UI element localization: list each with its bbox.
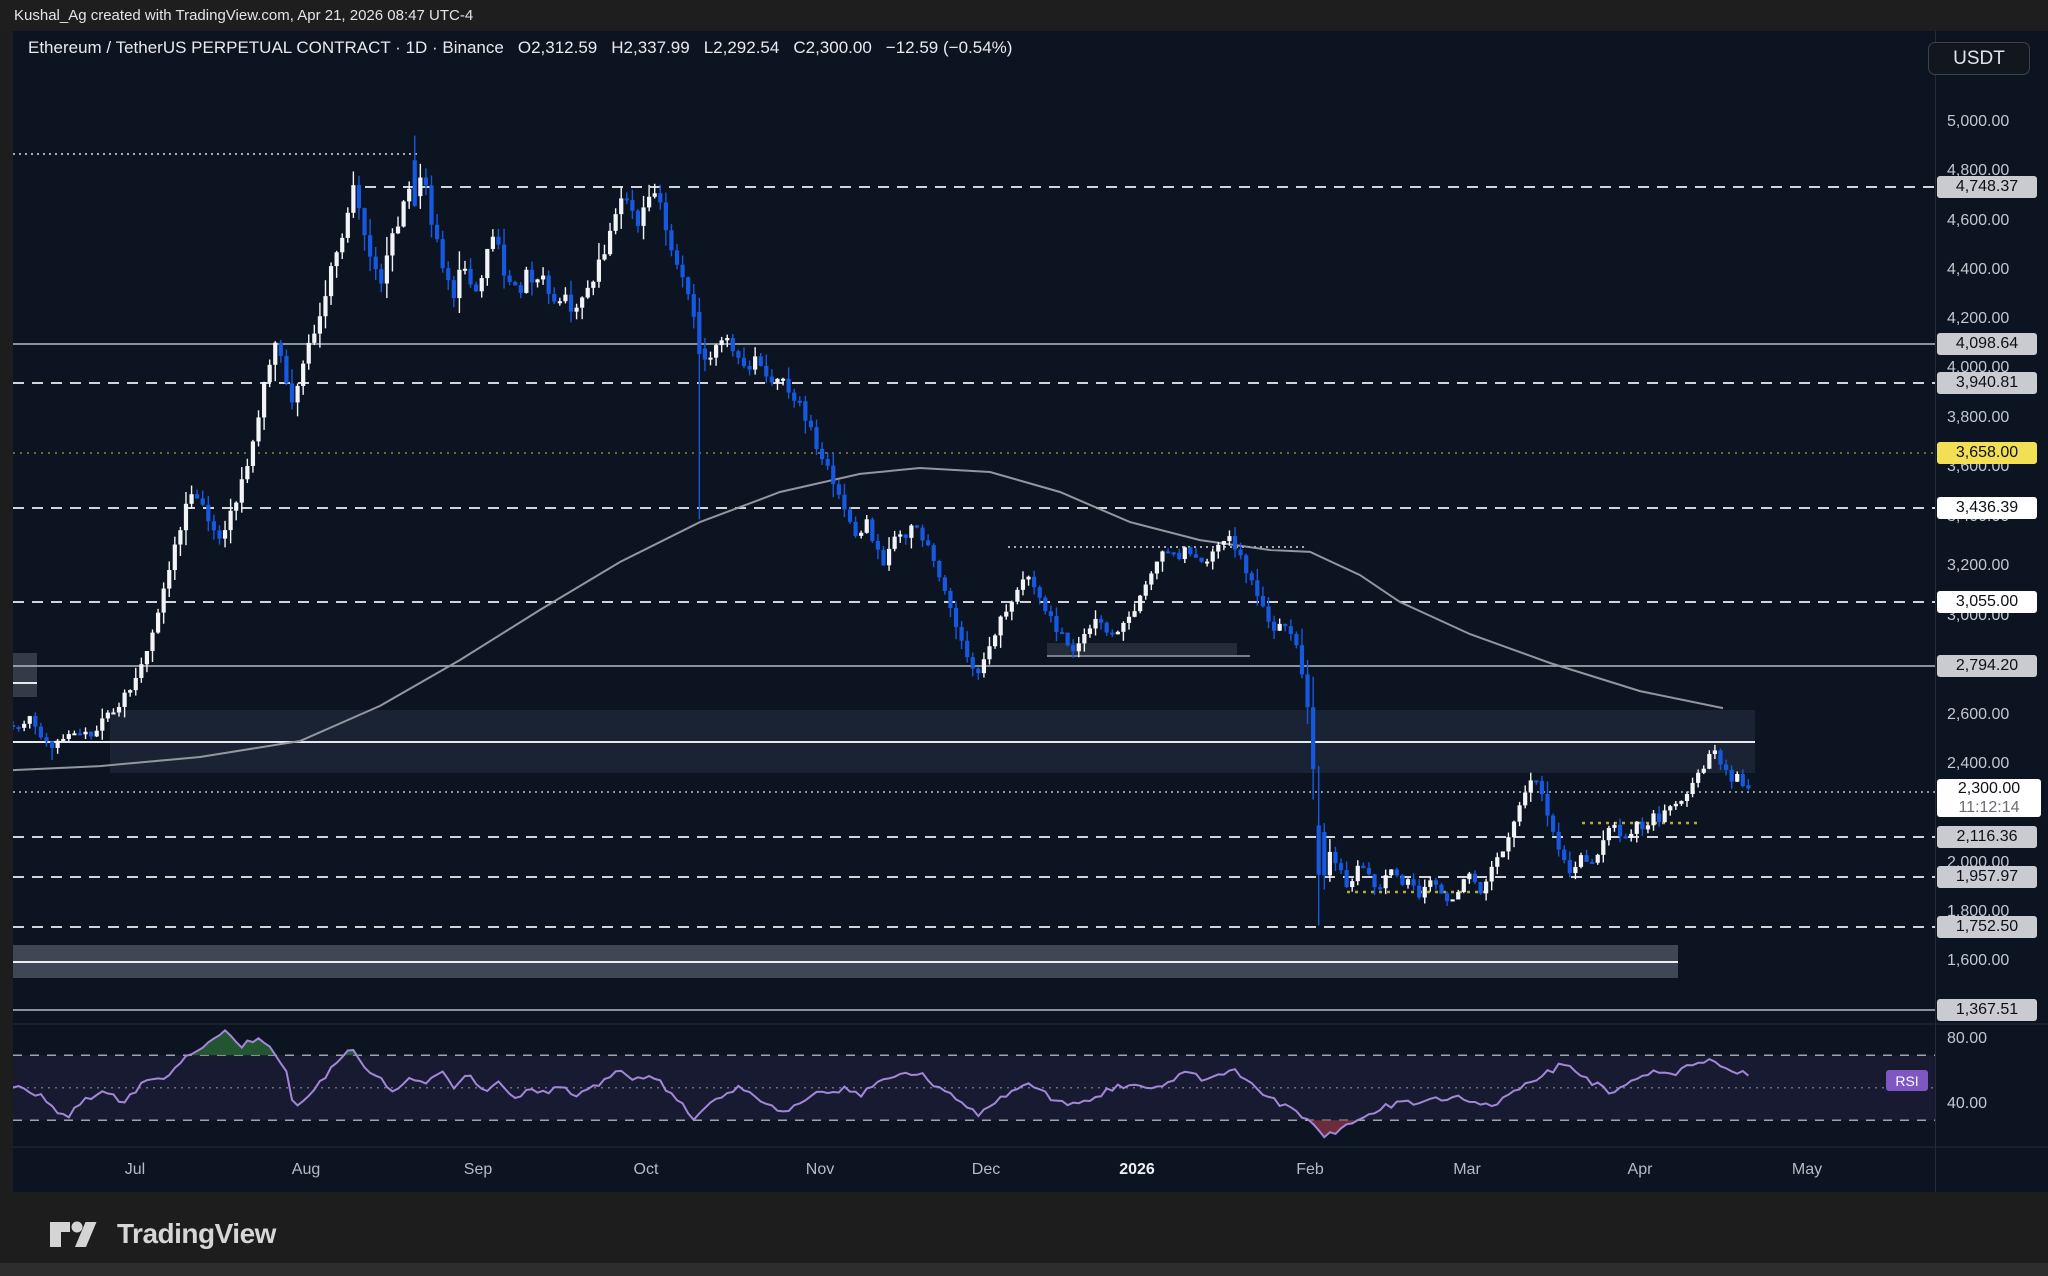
time-axis-month: Jul: [124, 1161, 146, 1178]
currency-toggle-label: USDT: [1953, 47, 2005, 69]
dec-zone[interactable]: [1047, 643, 1237, 657]
ohlc-item: O2,312.59: [517, 38, 598, 57]
last-price-label: 2,300.00 11:12:14: [1937, 779, 2041, 817]
last-price-value: 2,300.00: [1957, 780, 2021, 797]
price-tick: 1,600.00: [1947, 952, 2010, 969]
ohlc-item: H2,337.99: [611, 38, 690, 57]
price-tick: 4,400.00: [1947, 261, 2010, 278]
rsi-oversold-fill: [13, 1120, 1749, 1138]
currency-toggle-button[interactable]: USDT: [1928, 42, 2030, 75]
price-tick: 3,200.00: [1947, 557, 2010, 574]
price-tick: 1,800.00: [1947, 903, 2010, 920]
price-tick: 4,800.00: [1947, 162, 2010, 179]
bar-countdown: 11:12:14: [1958, 799, 2020, 816]
price-level-label: 1,752.50: [1937, 916, 2037, 938]
price-axis[interactable]: 5,000.00 4,800.00 4,600.00 4,400.00 4,200.00…: [1935, 31, 2048, 1192]
rsi-badge-label: RSI: [1895, 1072, 1919, 1089]
tradingview-logo-text: TradingView: [117, 1218, 276, 1249]
time-axis-month: Dec: [971, 1161, 1001, 1178]
price-level-label: 3,055.00: [1937, 591, 2037, 613]
price-level-label: 1,367.51: [1937, 999, 2037, 1021]
price-tick: 4,600.00: [1947, 212, 2010, 229]
price-level-label: 3,940.81: [1937, 372, 2037, 394]
candlestick-series[interactable]: [11, 135, 1751, 926]
price-tick: 2,600.00: [1947, 706, 2010, 723]
time-axis-month: Aug: [291, 1161, 321, 1178]
rsi-series[interactable]: [13, 1028, 1750, 1139]
symbol-title: Ethereum / TetherUS PERPETUAL CONTRACT ·…: [28, 38, 504, 57]
ohlc-values: O2,312.59 H2,337.99 L2,292.54 C2,300.00: [518, 38, 872, 58]
price-tick: 4,200.00: [1947, 310, 2010, 327]
price-level-label: 3,436.39: [1937, 497, 2037, 519]
price-tick: 3,800.00: [1947, 409, 2010, 426]
moving-average-line[interactable]: [13, 466, 1724, 772]
time-axis-month: 2026: [1119, 1161, 1155, 1178]
chart-panel[interactable]: [13, 31, 2048, 1192]
ohlc-item: L2,292.54: [703, 38, 780, 57]
tradingview-logo-icon: [50, 1221, 97, 1247]
price-level-label: 2,794.20: [1937, 655, 2037, 677]
time-axis[interactable]: Jul Aug Sep Oct Nov Dec 2026 Feb Mar Apr May: [13, 1147, 1935, 1192]
ohlc-item: C2,300.00: [793, 38, 872, 57]
price-level-label: 4,748.37: [1937, 176, 2037, 198]
price-level-label: 1,957.97: [1937, 866, 2037, 888]
price-tick: 40.00: [1947, 1095, 1988, 1112]
time-axis-month: Mar: [1453, 1161, 1481, 1178]
symbol-header[interactable]: Ethereum / TetherUS PERPETUAL CONTRACT ·…: [28, 37, 1012, 59]
change-value: −12.59 (−0.54%): [885, 38, 1013, 57]
time-axis-month: Nov: [805, 1161, 835, 1178]
time-axis-month: Oct: [633, 1161, 659, 1178]
time-axis-month: May: [1791, 1161, 1823, 1178]
price-tick: 4,000.00: [1947, 359, 2010, 376]
attribution-text: Kushal_Ag created with TradingView.com, …: [14, 7, 474, 24]
rsi-line: [13, 1028, 1750, 1139]
time-axis-month: Apr: [1627, 1161, 1653, 1178]
attribution-bar: Kushal_Ag created with TradingView.com, …: [0, 0, 2048, 31]
price-level-label: 3,658.00: [1937, 442, 2037, 464]
price-level-label: 4,098.64: [1937, 333, 2037, 355]
time-axis-month: Sep: [463, 1161, 493, 1178]
bottom-strip: [0, 1263, 2048, 1276]
price-tick: 2,400.00: [1947, 755, 2010, 772]
time-axis-month: Feb: [1296, 1161, 1324, 1178]
price-level-label: 2,116.36: [1937, 826, 2037, 848]
tradingview-logo[interactable]: TradingView: [48, 1216, 276, 1252]
rsi-indicator-badge[interactable]: RSI: [1886, 1070, 1928, 1091]
left-mini-zone[interactable]: [13, 653, 37, 697]
price-tick: 5,000.00: [1947, 113, 2010, 130]
price-tick: 80.00: [1947, 1030, 1988, 1047]
